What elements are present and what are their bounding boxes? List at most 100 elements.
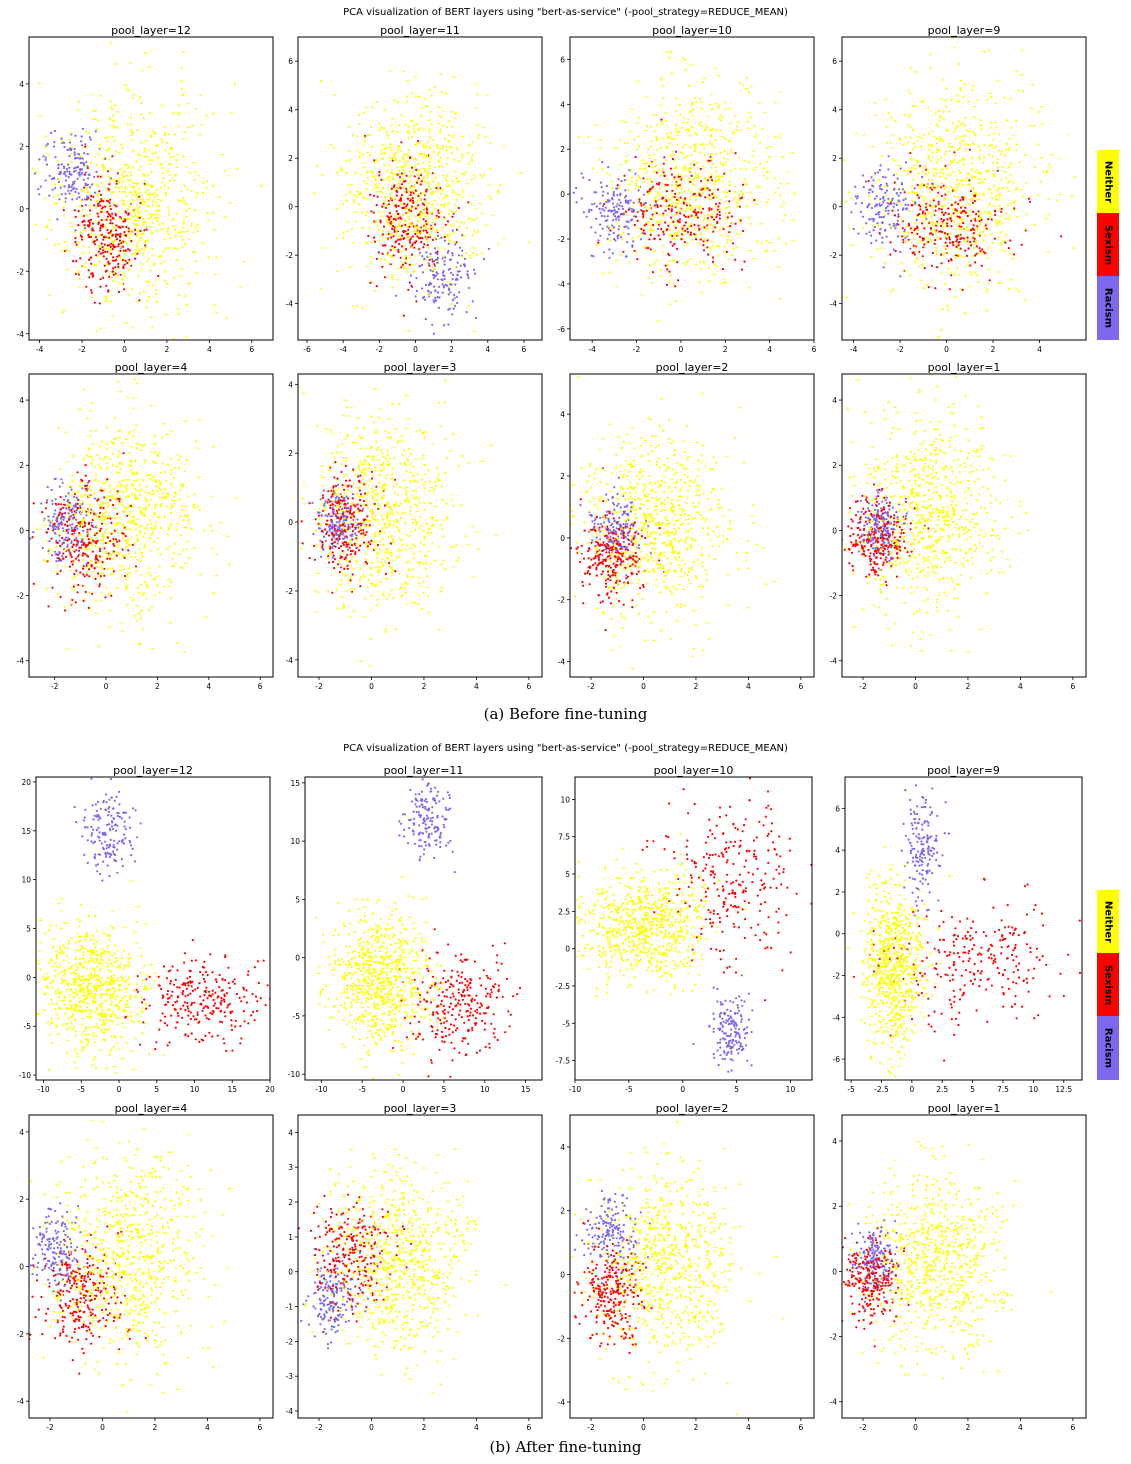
point-neither (70, 146, 73, 149)
legend-sexism-label: Sexism (1102, 224, 1114, 265)
point-neither (678, 178, 681, 181)
point-neither (110, 105, 113, 108)
point-racism (461, 234, 464, 237)
point-neither (693, 216, 696, 219)
point-neither (1046, 169, 1049, 172)
point-sexism (114, 272, 117, 275)
point-neither (219, 521, 222, 524)
point-neither (142, 290, 145, 293)
point-neither (653, 262, 656, 265)
point-neither (721, 180, 724, 183)
point-neither (719, 198, 722, 201)
point-racism (619, 201, 622, 204)
point-neither (1015, 187, 1018, 190)
point-neither (138, 198, 142, 201)
point-sexism (390, 236, 393, 239)
point-neither (778, 136, 781, 139)
point-neither (694, 195, 697, 198)
point-racism (440, 236, 443, 239)
point-neither (188, 171, 191, 174)
point-neither (907, 124, 910, 127)
point-racism (598, 207, 601, 210)
point-neither (715, 102, 718, 105)
point-neither (73, 575, 76, 578)
point-neither (110, 276, 113, 279)
point-neither (977, 233, 980, 237)
point-neither (1006, 119, 1009, 122)
point-sexism (125, 234, 128, 237)
point-neither (180, 267, 183, 270)
point-racism (448, 288, 451, 291)
point-neither (476, 229, 479, 232)
point-neither (411, 189, 414, 192)
point-sexism (59, 544, 62, 547)
point-neither (451, 135, 454, 139)
x-tick-label: 4 (767, 345, 772, 354)
point-neither (997, 149, 1000, 152)
point-neither (610, 180, 613, 183)
point-sexism (889, 241, 892, 244)
point-neither (472, 173, 475, 176)
point-sexism (399, 238, 402, 241)
point-racism (81, 161, 84, 164)
point-neither (163, 270, 166, 273)
point-neither (149, 111, 152, 115)
point-neither (714, 170, 717, 173)
point-racism (632, 240, 635, 243)
point-neither (904, 270, 907, 273)
point-neither (386, 218, 389, 221)
point-neither (134, 191, 137, 194)
point-sexism (88, 221, 91, 224)
point-neither (455, 198, 458, 201)
point-neither (460, 156, 464, 159)
point-sexism (111, 212, 114, 215)
point-neither (670, 192, 673, 195)
point-sexism (93, 301, 96, 304)
point-neither (974, 105, 977, 108)
point-racism (852, 227, 855, 231)
point-sexism (683, 241, 686, 244)
x-tick-label: 0 (122, 345, 127, 354)
point-neither (168, 179, 171, 182)
point-sexism (100, 210, 103, 214)
point-neither (914, 145, 917, 148)
point-neither (94, 206, 97, 209)
point-neither (99, 467, 102, 470)
point-sexism (673, 176, 676, 179)
point-sexism (973, 199, 976, 203)
point-neither (383, 108, 386, 111)
point-neither (665, 146, 668, 149)
point-sexism (436, 250, 439, 253)
point-neither (910, 166, 913, 169)
point-racism (454, 278, 457, 281)
point-neither (108, 147, 111, 150)
point-neither (188, 282, 191, 285)
point-neither (393, 99, 396, 102)
point-racism (427, 289, 430, 292)
point-sexism (671, 157, 674, 161)
point-sexism (923, 267, 926, 270)
point-neither (147, 257, 150, 260)
point-neither (426, 292, 429, 295)
point-neither (957, 210, 960, 213)
point-sexism (52, 529, 55, 532)
point-sexism (698, 192, 701, 196)
point-sexism (397, 238, 400, 241)
point-neither (129, 340, 131, 342)
point-sexism (115, 205, 118, 208)
point-racism (606, 225, 609, 228)
point-sexism (639, 202, 642, 205)
point-neither (773, 191, 776, 194)
point-neither (149, 474, 152, 477)
point-neither (443, 217, 446, 220)
point-neither (966, 143, 969, 146)
point-neither (218, 196, 221, 199)
point-neither (867, 194, 870, 198)
point-neither (721, 135, 724, 138)
point-sexism (397, 212, 400, 215)
point-sexism (114, 214, 117, 217)
point-neither (655, 221, 658, 224)
point-sexism (941, 230, 944, 234)
point-sexism (73, 573, 76, 576)
point-neither (439, 203, 442, 206)
